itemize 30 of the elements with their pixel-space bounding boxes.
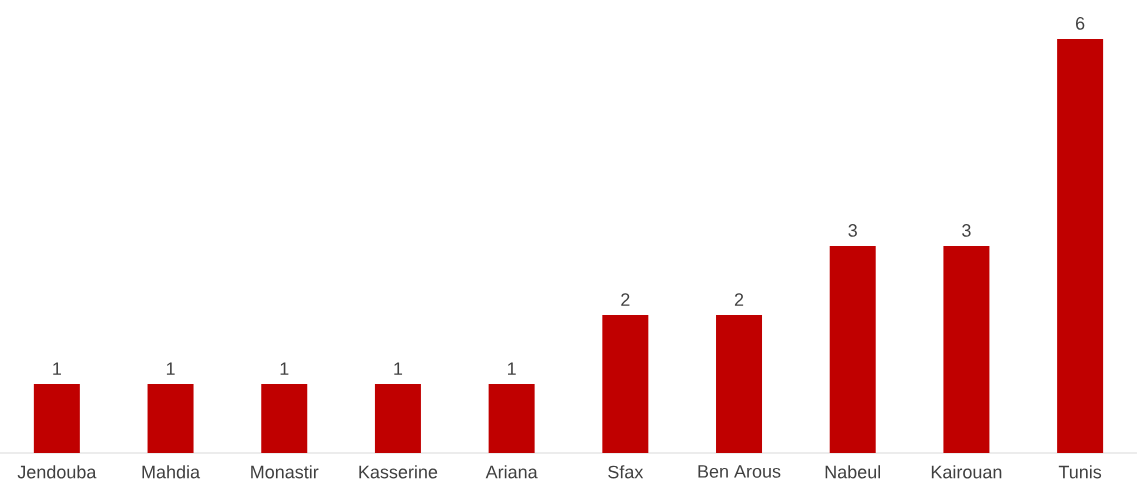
data-label: 3 (962, 224, 971, 237)
bar (943, 246, 990, 453)
bar (602, 315, 649, 453)
x-tick-label: Kairouan (931, 465, 1002, 479)
x-tick-label: Nabeul (825, 465, 881, 479)
data-label: 1 (166, 362, 175, 375)
data-label: 1 (508, 362, 516, 375)
bar (829, 246, 876, 453)
data-label: 2 (621, 293, 630, 306)
x-tick-label: Tunis (1058, 465, 1102, 479)
x-tick-label: Mahdia (142, 465, 201, 479)
data-label: 1 (53, 362, 61, 375)
bar (1057, 39, 1104, 453)
bar (33, 384, 80, 453)
x-tick-label: Jendouba (17, 465, 97, 479)
x-tick-label: Sfax (608, 465, 644, 479)
x-tick-label: Ben Arous (698, 465, 781, 478)
data-label: 3 (848, 224, 857, 237)
data-label: 2 (734, 293, 744, 306)
bar (147, 384, 194, 453)
x-tick-label: Ariana (485, 465, 538, 479)
bar (261, 384, 308, 453)
bar (488, 384, 535, 453)
data-label: 1 (280, 362, 289, 375)
x-tick-label: Kasserine (359, 465, 438, 479)
bar (374, 384, 421, 453)
data-label: 1 (394, 362, 403, 375)
data-label: 6 (1076, 17, 1085, 30)
bar (716, 315, 763, 453)
x-tick-label: Monastir (251, 465, 319, 479)
